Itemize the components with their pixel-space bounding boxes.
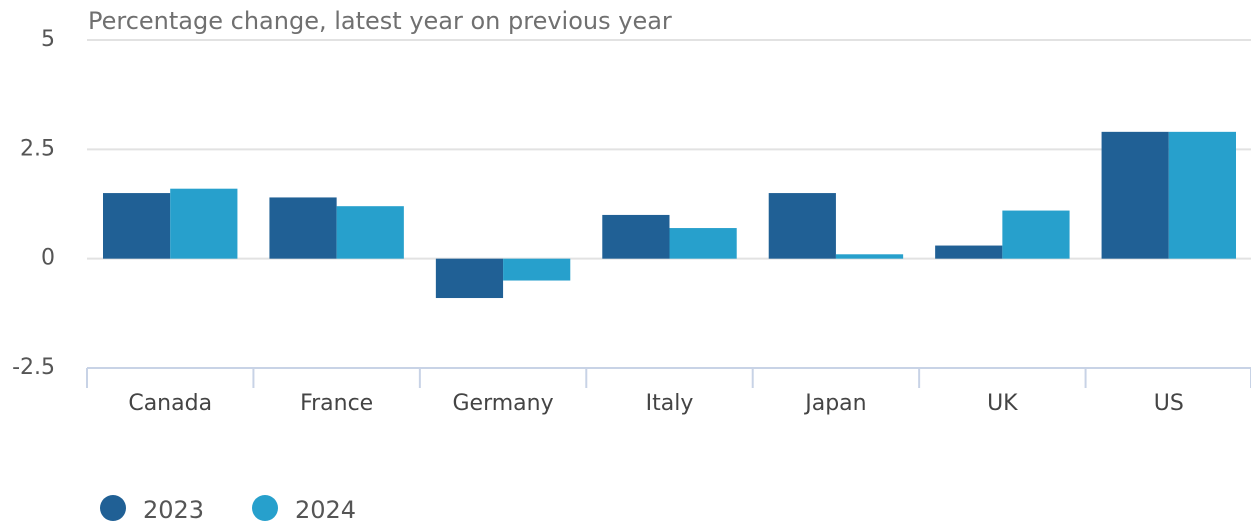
bar [170, 188, 238, 259]
x-tick-label: France [300, 391, 373, 416]
legend-label: 2023 [143, 496, 204, 524]
bar [336, 206, 404, 259]
x-tick-label: Germany [453, 391, 554, 416]
bar [503, 258, 571, 281]
bar [269, 197, 337, 259]
y-tick-label: -2.5 [12, 355, 55, 380]
y-tick-label: 0 [41, 246, 55, 271]
y-tick-label: 2.5 [20, 136, 55, 161]
bar [768, 193, 836, 259]
bar [1101, 131, 1169, 259]
y-tick-label: 5 [41, 27, 55, 52]
bar [835, 254, 904, 259]
x-tick-label: Canada [128, 391, 212, 416]
bar [602, 214, 670, 259]
legend-swatch [100, 495, 126, 521]
bar [1002, 210, 1070, 259]
bar [1168, 131, 1236, 259]
legend-swatch [252, 495, 278, 521]
x-tick-label: US [1154, 391, 1184, 416]
bar [103, 193, 171, 259]
x-tick-label: Japan [803, 391, 866, 416]
chart-title: Percentage change, latest year on previo… [88, 7, 672, 35]
bar [669, 228, 737, 259]
bar [935, 245, 1003, 259]
x-tick-label: UK [987, 391, 1018, 416]
x-tick-label: Italy [646, 391, 694, 416]
bar [435, 258, 504, 299]
legend-label: 2024 [295, 496, 356, 524]
